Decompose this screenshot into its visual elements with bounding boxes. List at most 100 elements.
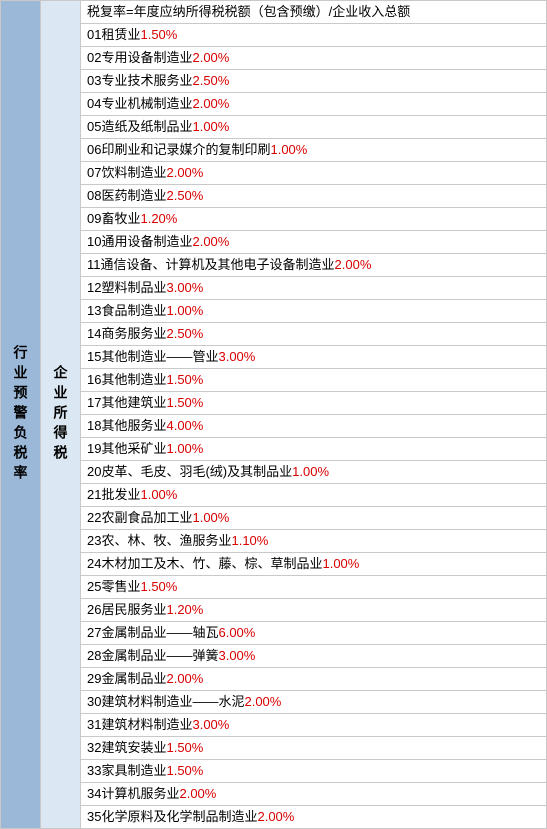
industry-name: 化学原料及化学制品制造业 xyxy=(101,808,257,826)
tax-rate: 6.00% xyxy=(218,624,255,642)
row-number: 06 xyxy=(87,141,101,159)
industry-name: 食品制造业 xyxy=(101,302,166,320)
industry-row: 26 居民服务业 1.20% xyxy=(81,599,546,622)
tax-rate: 1.20% xyxy=(166,601,203,619)
tax-rate: 2.00% xyxy=(179,785,216,803)
tax-rate: 1.10% xyxy=(231,532,268,550)
row-number: 32 xyxy=(87,739,101,757)
industry-name: 零售业 xyxy=(101,578,140,596)
industry-row: 08 医药制造业 2.50% xyxy=(81,185,546,208)
row-number: 13 xyxy=(87,302,101,320)
row-number: 29 xyxy=(87,670,101,688)
row-number: 15 xyxy=(87,348,101,366)
row-number: 23 xyxy=(87,532,101,550)
tax-rate: 1.50% xyxy=(166,739,203,757)
tax-rate: 1.50% xyxy=(140,26,177,44)
industry-row: 02 专用设备制造业 2.00% xyxy=(81,47,546,70)
industry-row: 01 租赁业 1.50% xyxy=(81,24,546,47)
tax-rate: 1.50% xyxy=(166,762,203,780)
row-number: 01 xyxy=(87,26,101,44)
industry-row: 30 建筑材料制造业——水泥 2.00% xyxy=(81,691,546,714)
industry-name: 农、林、牧、渔服务业 xyxy=(101,532,231,550)
row-number: 03 xyxy=(87,72,101,90)
tax-rate: 1.00% xyxy=(192,509,229,527)
industry-name: 金属制品业——轴瓦 xyxy=(101,624,218,642)
row-number: 20 xyxy=(87,463,101,481)
tax-rate: 1.50% xyxy=(166,371,203,389)
left-header-text: 行业预警负税率 xyxy=(11,345,31,485)
row-number: 28 xyxy=(87,647,101,665)
tax-rate: 1.50% xyxy=(166,394,203,412)
industry-name: 家具制造业 xyxy=(101,762,166,780)
industry-name: 木材加工及木、竹、藤、棕、草制品业 xyxy=(101,555,322,573)
tax-rate: 1.00% xyxy=(166,440,203,458)
row-number: 14 xyxy=(87,325,101,343)
row-number: 24 xyxy=(87,555,101,573)
industry-row: 12 塑料制品业 3.00% xyxy=(81,277,546,300)
industry-name: 皮革、毛皮、羽毛(绒)及其制品业 xyxy=(101,463,292,481)
tax-rate: 4.00% xyxy=(166,417,203,435)
row-number: 10 xyxy=(87,233,101,251)
industry-row: 19 其他采矿业 1.00% xyxy=(81,438,546,461)
row-number: 16 xyxy=(87,371,101,389)
industry-row: 06 印刷业和记录媒介的复制印刷 1.00% xyxy=(81,139,546,162)
industry-row: 35 化学原料及化学制品制造业 2.00% xyxy=(81,806,546,828)
tax-rate: 2.00% xyxy=(192,233,229,251)
tax-rate: 1.00% xyxy=(140,486,177,504)
industry-name: 商务服务业 xyxy=(101,325,166,343)
industry-name: 通用设备制造业 xyxy=(101,233,192,251)
industry-name: 其他建筑业 xyxy=(101,394,166,412)
row-number: 34 xyxy=(87,785,101,803)
row-number: 35 xyxy=(87,808,101,826)
tax-rate: 3.00% xyxy=(218,348,255,366)
tax-rate: 2.50% xyxy=(166,325,203,343)
industry-row: 31 建筑材料制造业 3.00% xyxy=(81,714,546,737)
industry-row: 22 农副食品加工业 1.00% xyxy=(81,507,546,530)
industry-name: 专用设备制造业 xyxy=(101,49,192,67)
industry-name: 其他制造业——管业 xyxy=(101,348,218,366)
mid-header-cell: 企业所得税 xyxy=(41,1,81,828)
tax-rate: 3.00% xyxy=(192,716,229,734)
industry-name: 专业机械制造业 xyxy=(101,95,192,113)
tax-rate: 3.00% xyxy=(166,279,203,297)
industry-row: 03 专业技术服务业 2.50% xyxy=(81,70,546,93)
tax-rate: 1.00% xyxy=(292,463,329,481)
row-number: 21 xyxy=(87,486,101,504)
industry-row: 18 其他服务业 4.00% xyxy=(81,415,546,438)
row-number: 22 xyxy=(87,509,101,527)
row-number: 25 xyxy=(87,578,101,596)
industry-row: 29金属制品业 2.00% xyxy=(81,668,546,691)
tax-rate: 1.00% xyxy=(322,555,359,573)
industry-row: 27 金属制品业——轴瓦 6.00% xyxy=(81,622,546,645)
industry-row: 14 商务服务业 2.50% xyxy=(81,323,546,346)
row-number: 18 xyxy=(87,417,101,435)
row-number: 26 xyxy=(87,601,101,619)
formula-text: 税复率=年度应纳所得税税额（包含预缴）/企业收入总额 xyxy=(87,3,410,21)
industry-row: 10 通用设备制造业 2.00% xyxy=(81,231,546,254)
industry-row: 23 农、林、牧、渔服务业 1.10% xyxy=(81,530,546,553)
tax-rate: 1.20% xyxy=(140,210,177,228)
row-number: 07 xyxy=(87,164,101,182)
tax-rate: 1.00% xyxy=(270,141,307,159)
tax-rate: 2.00% xyxy=(192,49,229,67)
industry-name: 建筑材料制造业 xyxy=(101,716,192,734)
industry-name: 造纸及纸制品业 xyxy=(101,118,192,136)
industry-name: 农副食品加工业 xyxy=(101,509,192,527)
industry-row: 15 其他制造业——管业 3.00% xyxy=(81,346,546,369)
row-number: 02 xyxy=(87,49,101,67)
industry-name: 专业技术服务业 xyxy=(101,72,192,90)
industry-name: 金属制品业——弹簧 xyxy=(101,647,218,665)
industry-name: 印刷业和记录媒介的复制印刷 xyxy=(101,141,270,159)
industry-name: 其他制造业 xyxy=(101,371,166,389)
industry-row: 05 造纸及纸制品业 1.00% xyxy=(81,116,546,139)
tax-rate: 1.50% xyxy=(140,578,177,596)
industry-row: 21 批发业 1.00% xyxy=(81,484,546,507)
industry-row: 28 金属制品业——弹簧 3.00% xyxy=(81,645,546,668)
industry-row: 04 专业机械制造业 2.00% xyxy=(81,93,546,116)
row-number: 04 xyxy=(87,95,101,113)
left-header-cell: 行业预警负税率 xyxy=(1,1,41,828)
rows-container: 税复率=年度应纳所得税税额（包含预缴）/企业收入总额 01 租赁业 1.50%0… xyxy=(81,1,546,828)
row-number: 30 xyxy=(87,693,101,711)
industry-name: 其他采矿业 xyxy=(101,440,166,458)
industry-name: 金属制品业 xyxy=(101,670,166,688)
